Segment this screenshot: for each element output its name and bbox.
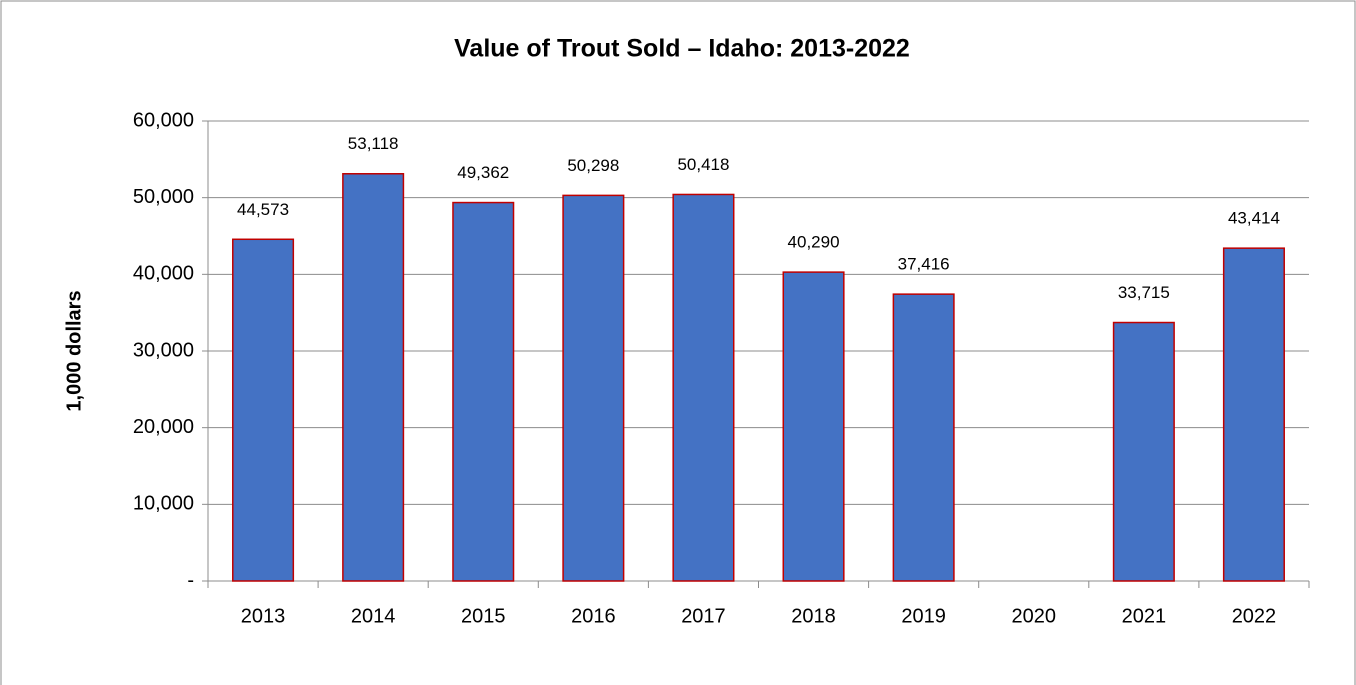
y-axis-label: 1,000 dollars <box>63 290 85 411</box>
bar <box>672 193 735 582</box>
data-label: 53,118 <box>348 134 399 153</box>
y-tick-label: 40,000 <box>133 263 194 285</box>
x-tick-label: 2013 <box>241 605 286 627</box>
data-label: 50,298 <box>567 156 619 175</box>
bar <box>782 271 845 582</box>
x-tick-label: 2022 <box>1232 605 1277 627</box>
y-tick-label: 50,000 <box>133 186 194 208</box>
bar <box>562 194 625 582</box>
bar <box>1112 321 1175 582</box>
y-tick-label: 10,000 <box>133 493 194 515</box>
x-tick-label: 2017 <box>681 605 726 627</box>
x-tick-label: 2015 <box>461 605 506 627</box>
chart-title: Value of Trout Sold – Idaho: 2013-2022 <box>454 35 910 63</box>
bar <box>892 293 955 582</box>
bar <box>1222 247 1285 582</box>
bar <box>232 238 295 582</box>
data-label: 50,418 <box>677 155 729 174</box>
data-label: 40,290 <box>788 233 840 252</box>
y-tick-label: 20,000 <box>133 416 194 438</box>
x-tick-label: 2018 <box>791 605 836 627</box>
x-tick-label: 2016 <box>571 605 616 627</box>
x-tick-label: 2014 <box>351 605 396 627</box>
x-tick-label: 2019 <box>901 605 946 627</box>
y-tick-label: 30,000 <box>133 339 194 361</box>
bar <box>342 173 405 582</box>
y-tick-label: 60,000 <box>133 109 194 131</box>
data-label: 49,362 <box>457 163 509 182</box>
data-label: 37,416 <box>898 255 950 274</box>
y-tick-label: - <box>187 569 194 591</box>
x-tick-label: 2020 <box>1012 605 1057 627</box>
data-label: 43,414 <box>1228 209 1280 228</box>
x-tick-label: 2021 <box>1122 605 1167 627</box>
bar <box>452 201 515 582</box>
data-label: 44,573 <box>237 200 289 219</box>
data-label: 33,715 <box>1118 283 1170 302</box>
